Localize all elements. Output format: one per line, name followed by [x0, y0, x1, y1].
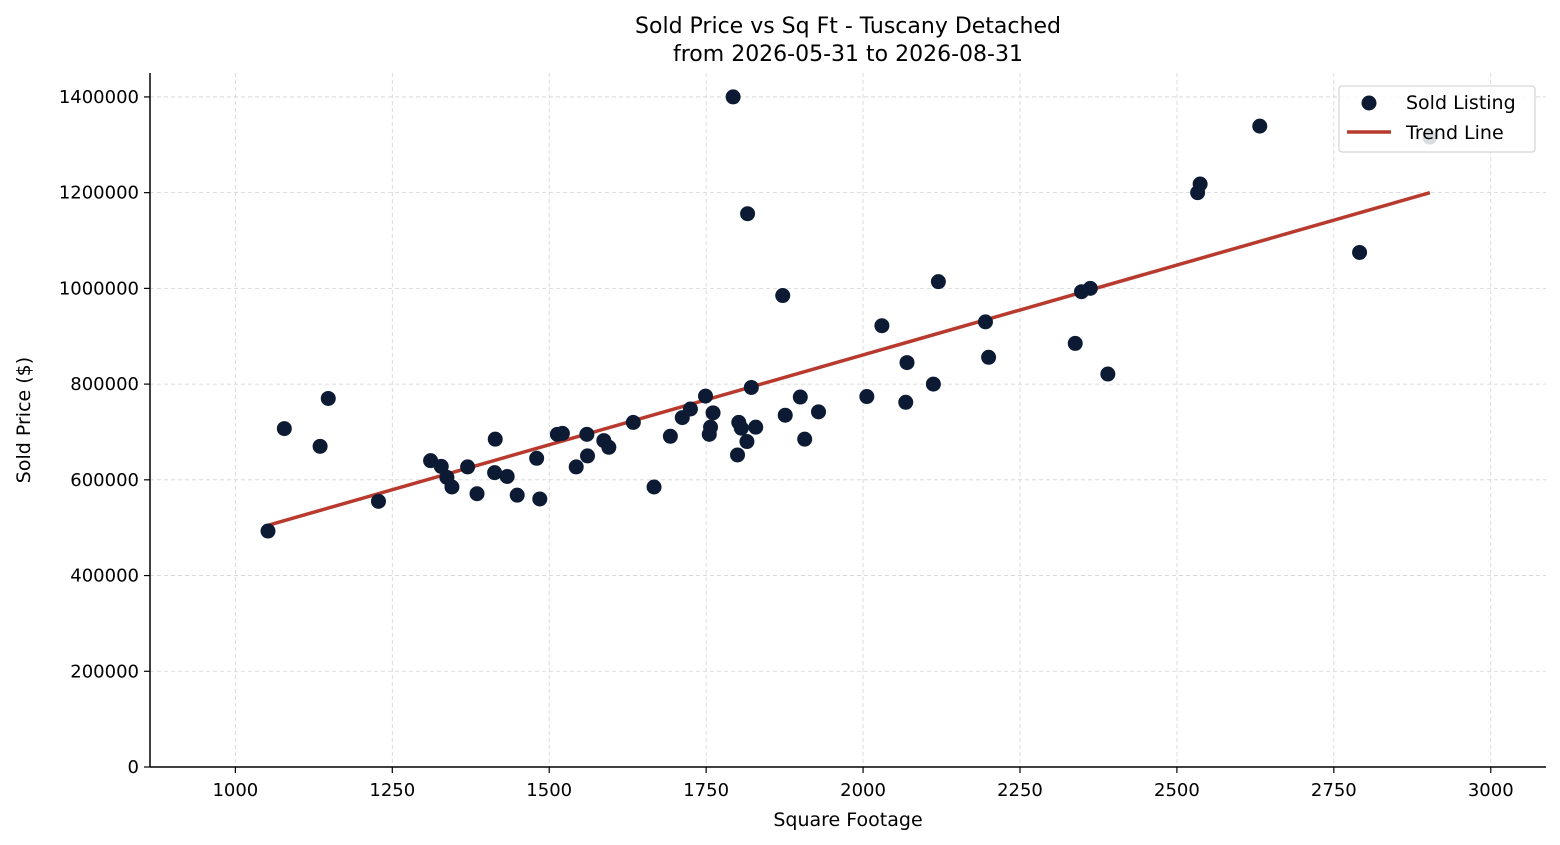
scatter-point [499, 468, 515, 484]
x-tick-label: 2750 [1311, 780, 1357, 801]
x-tick-label: 1000 [212, 780, 258, 801]
y-axis-ticks: 0 200000 400000 600000 800000 1000000 1200000 1… [59, 87, 150, 778]
scatter-point [444, 479, 460, 495]
scatter-point [859, 389, 875, 405]
scatter-point [777, 407, 793, 423]
scatter-point [1100, 366, 1116, 382]
scatter-point [1082, 280, 1098, 296]
legend-frame [1338, 85, 1536, 153]
scatter-point [899, 355, 915, 371]
x-tick-label: 2500 [1154, 780, 1200, 801]
scatter-point [698, 388, 714, 404]
scatter-point [276, 421, 292, 437]
y-tick-label: 400000 [70, 566, 139, 587]
scatter-point [487, 465, 503, 481]
y-tick-label: 200000 [70, 661, 139, 682]
x-tick-label: 2250 [997, 780, 1043, 801]
scatter-point [810, 404, 826, 420]
scatter-point [662, 428, 678, 444]
scatter-point [730, 447, 746, 463]
y-axis-label: Sold Price ($) [13, 357, 35, 483]
scatter-point [977, 314, 993, 330]
scatter-point [433, 458, 449, 474]
scatter-point [625, 414, 641, 430]
scatter-point [1192, 176, 1208, 192]
scatter-point [748, 419, 764, 435]
x-tick-label: 3000 [1468, 780, 1514, 801]
x-tick-label: 2000 [840, 780, 886, 801]
scatter-point [320, 390, 336, 406]
scatter-point [509, 487, 525, 503]
y-tick-label: 1400000 [59, 87, 139, 108]
x-tick-label: 1250 [369, 780, 415, 801]
scatter-point [260, 523, 276, 539]
scatter-point [981, 349, 997, 365]
legend-marker-sold-listing [1361, 95, 1377, 111]
legend: Sold Listing Trend Line [1338, 85, 1536, 153]
x-axis-ticks: 1000 1250 1500 1750 2000 2250 2500 2750 3000 [212, 767, 1514, 801]
scatter-point [487, 431, 503, 447]
scatter-point [740, 206, 756, 222]
y-tick-label: 1000000 [59, 278, 139, 299]
x-axis-label: Square Footage [773, 809, 922, 831]
scatter-point [775, 288, 791, 304]
scatter-point [579, 426, 595, 442]
legend-label-trend-line: Trend Line [1405, 122, 1504, 144]
scatter-point [930, 274, 946, 290]
scatter-point [797, 431, 813, 447]
x-tick-label: 1500 [526, 780, 572, 801]
scatter-point [705, 405, 721, 421]
scatter-point [682, 401, 698, 417]
chart-title-line-2: from 2026-05-31 to 2026-08-31 [673, 42, 1023, 67]
y-tick-label: 1200000 [59, 183, 139, 204]
y-tick-label: 800000 [70, 374, 139, 395]
scatter-point [874, 318, 890, 334]
scatter-point [743, 379, 759, 395]
scatter-point [580, 448, 596, 464]
scatter-points [260, 89, 1438, 539]
scatter-point [646, 479, 662, 495]
y-tick-label: 0 [128, 757, 139, 778]
scatter-point [925, 376, 941, 392]
legend-label-sold-listing: Sold Listing [1406, 92, 1516, 114]
scatter-point [1352, 244, 1368, 260]
scatter-point [532, 491, 548, 507]
scatter-point [469, 486, 485, 502]
scatter-point [1067, 335, 1083, 351]
scatter-point [568, 459, 584, 475]
y-tick-label: 600000 [70, 470, 139, 491]
scatter-point [601, 439, 617, 455]
scatter-point [792, 389, 808, 405]
scatter-point [733, 420, 749, 436]
scatter-point [370, 493, 386, 509]
scatter-point [460, 459, 476, 475]
scatter-point [898, 394, 914, 410]
scatter-point [703, 419, 719, 435]
scatter-point [312, 438, 328, 454]
scatter-point [725, 89, 741, 105]
scatter-point [529, 450, 545, 466]
chart-title-line-1: Sold Price vs Sq Ft - Tuscany Detached [635, 14, 1061, 39]
scatter-point [739, 434, 755, 450]
gridlines [150, 73, 1546, 768]
x-tick-label: 1750 [683, 780, 729, 801]
scatter-point [554, 425, 570, 441]
scatter-point [1252, 118, 1268, 134]
